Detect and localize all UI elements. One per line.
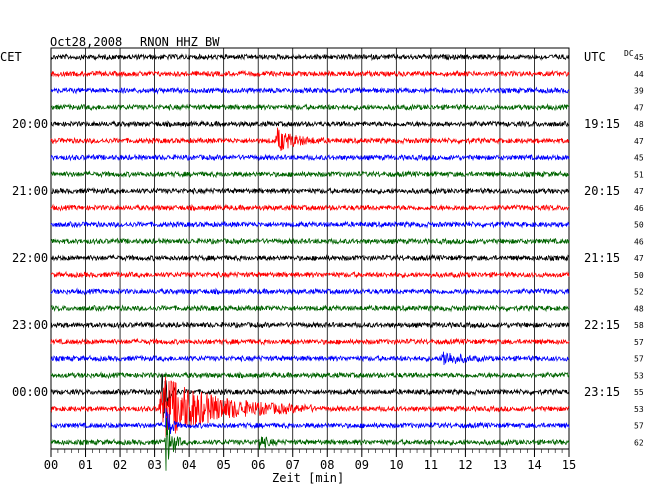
dc-offset-label: 50 (634, 221, 644, 230)
seismic-trace (50, 153, 570, 162)
x-tick-label: 01 (78, 458, 92, 472)
x-tick-label: 05 (216, 458, 230, 472)
dc-offset-label: 45 (634, 53, 644, 62)
seismic-trace (50, 417, 570, 471)
x-tick-label: 15 (562, 458, 576, 472)
dc-offset-label: 53 (634, 371, 644, 380)
seismic-trace (50, 337, 570, 346)
x-axis-label: Zeit [min] (272, 471, 344, 485)
dc-header-label: DC (624, 49, 634, 58)
label-group: 00 01 02 03 04 05 06 07 08 09 10 11 12 13 14 15 45 44 39 47… (12, 50, 644, 472)
dc-offset-label: 51 (634, 170, 644, 179)
dc-offset-label: 45 (634, 154, 644, 163)
seismic-trace (50, 304, 570, 313)
dc-offset-label: 57 (634, 422, 644, 431)
seismic-trace (50, 408, 570, 434)
x-tick-label: 11 (424, 458, 438, 472)
dc-offset-label: 46 (634, 204, 644, 213)
right-time-label: UTC (584, 50, 606, 64)
x-tick-label: 02 (113, 458, 127, 472)
minute-grid (50, 47, 570, 457)
left-time-label: 00:00 (12, 385, 48, 399)
plot-frame (50, 47, 570, 450)
x-tick-label: 14 (527, 458, 541, 472)
seismic-trace (50, 220, 570, 229)
x-tick-label: 00 (44, 458, 58, 472)
seismic-trace (50, 86, 570, 95)
chart-station: RNON HHZ BW (140, 35, 220, 49)
x-tick-label: 10 (389, 458, 403, 472)
dc-offset-label: 55 (634, 388, 644, 397)
dc-offset-label: 57 (634, 338, 644, 347)
dc-offset-label: 50 (634, 271, 644, 280)
seismic-trace (50, 270, 570, 279)
left-time-label: 21:00 (12, 184, 48, 198)
left-time-label: 23:00 (12, 318, 48, 332)
dc-offset-label: 58 (634, 321, 644, 330)
dc-offset-label: 46 (634, 237, 644, 246)
dc-offset-label: 47 (634, 103, 644, 112)
seismic-trace (50, 321, 570, 329)
dc-offset-label: 57 (634, 355, 644, 364)
chart-date: Oct28,2008 (50, 35, 122, 49)
seismic-trace (50, 371, 570, 380)
x-tick-label: 13 (493, 458, 507, 472)
x-tick-label: 04 (182, 458, 196, 472)
seismic-trace (50, 203, 570, 212)
x-tick-label: 07 (286, 458, 300, 472)
seismic-trace (50, 287, 570, 296)
left-time-label: 22:00 (12, 251, 48, 265)
dc-offset-label: 47 (634, 254, 644, 263)
right-time-label: 23:15 (584, 385, 620, 399)
seismic-trace (50, 119, 570, 128)
seismic-trace (50, 69, 570, 78)
x-tick-label: 06 (251, 458, 265, 472)
right-time-label: 19:15 (584, 117, 620, 131)
trace-group (50, 53, 570, 471)
seismic-trace (50, 53, 570, 62)
x-tick-label: 09 (355, 458, 369, 472)
seismic-trace (50, 127, 570, 152)
dc-offset-label: 47 (634, 137, 644, 146)
dc-offset-label: 48 (634, 304, 644, 313)
x-tick-label: 08 (320, 458, 334, 472)
dc-offset-label: 52 (634, 288, 644, 297)
seismic-trace (50, 237, 570, 246)
seismic-trace (50, 186, 570, 195)
x-tick-label: 03 (147, 458, 161, 472)
left-zone-label: CET (0, 50, 22, 64)
dc-offset-label: 48 (634, 120, 644, 129)
seismic-trace (50, 253, 570, 262)
left-time-label: 20:00 (12, 117, 48, 131)
dc-offset-label: 44 (634, 70, 644, 79)
right-time-label: 20:15 (584, 184, 620, 198)
right-time-label: 21:15 (584, 251, 620, 265)
seismic-trace (50, 373, 570, 418)
right-time-label: 22:15 (584, 318, 620, 332)
seismic-trace (50, 103, 570, 112)
seismic-trace (50, 170, 570, 179)
dc-offset-label: 53 (634, 405, 644, 414)
dc-offset-label: 47 (634, 187, 644, 196)
seismic-trace (50, 376, 570, 437)
seismic-trace (50, 351, 570, 366)
dc-offset-label: 39 (634, 87, 644, 96)
x-tick-label: 12 (458, 458, 472, 472)
dc-offset-label: 62 (634, 438, 644, 447)
